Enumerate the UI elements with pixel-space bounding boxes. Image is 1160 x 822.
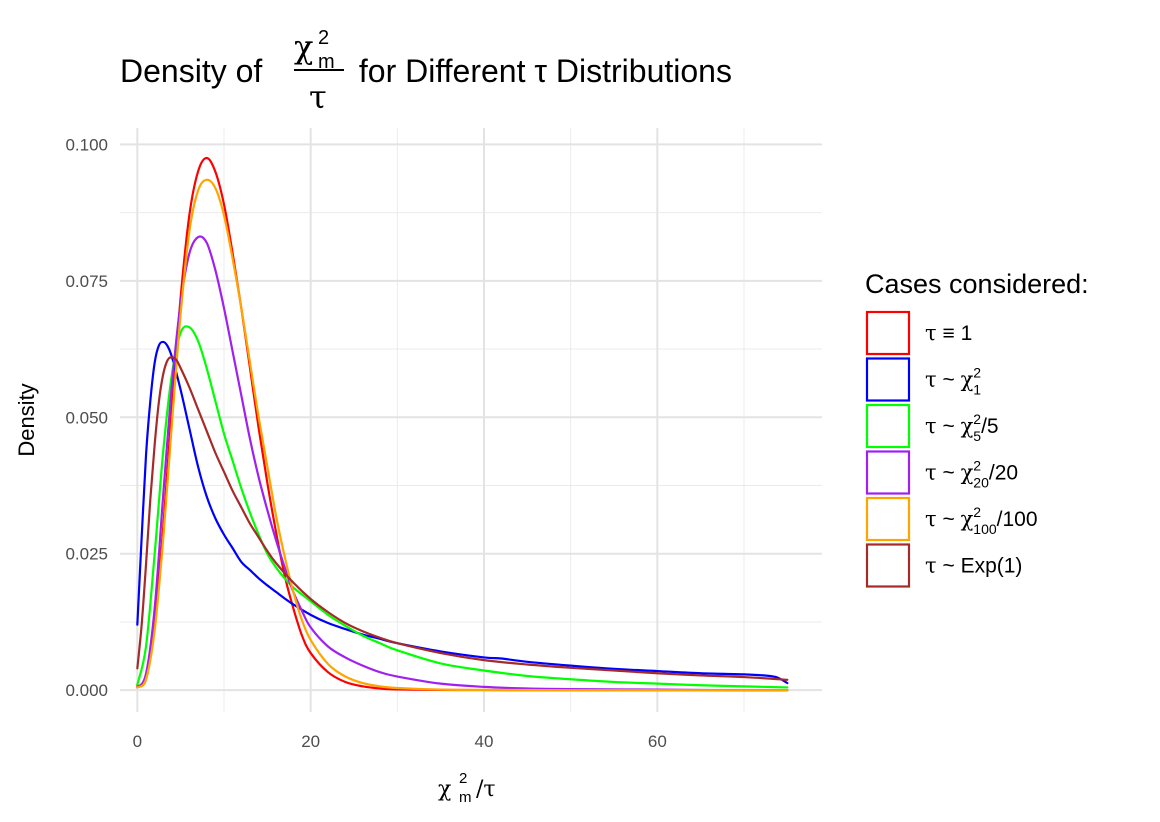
x-tick-label: 0 [133,732,142,751]
y-axis-title: Density [14,383,39,456]
x-tick-label: 40 [475,732,494,751]
title-suffix: for Different τ Distributions [350,53,732,89]
title-numerator: χ [294,28,313,66]
x-axis-title-sub: m [459,789,472,806]
density-line-4 [136,178,789,692]
legend-label: τ ≡ 1 [925,321,972,345]
x-tick-label: 60 [648,732,667,751]
title-numerator-sub: m [318,51,335,73]
legend-label: τ ~ χ2 1 [925,365,981,398]
legend-key [865,310,911,356]
density-line-2 [136,325,789,689]
title-denominator: τ [309,78,327,116]
x-axis-title-base: χ [438,777,451,802]
legend-label: τ ~ Exp(1) [925,554,1022,578]
legend-entry-1: τ ~ χ2 1 [865,357,981,402]
legend-entry-4: τ ~ χ2 100/100 [865,496,1038,542]
density-line-0 [136,156,789,692]
y-tick-labels: 0.000 0.025 0.050 0.075 0.100 [65,135,108,700]
legend-key [865,450,911,495]
title-prefix: Density of [120,53,271,89]
y-tick-label: 0.075 [65,272,108,291]
density-line-5 [136,356,789,681]
density-line-1 [136,340,789,685]
legend-entry-3: τ ~ χ2 20/20 [865,450,1018,495]
legend-entry-5: τ ~ Exp(1) [865,543,1022,588]
legend-key [865,357,911,402]
density-lines [136,156,789,692]
y-tick-label: 0.025 [65,545,108,564]
legend-key [865,543,911,588]
legend-title: Cases considered: [865,269,1089,299]
x-axis-title: χ 2 m /τ [438,770,496,806]
y-tick-label: 0.050 [65,408,108,427]
x-axis-title-sup: 2 [459,770,467,787]
legend-label: τ ~ χ2 5/5 [925,411,999,444]
legend: Cases considered: τ ≡ 1 τ ~ χ2 1 τ ~ χ2 5/5 τ… [865,269,1089,588]
legend-key [865,496,911,542]
x-axis-title-rest: /τ [476,777,496,802]
legend-label: τ ~ χ2 20/20 [925,458,1018,491]
title-numerator-sup: 2 [318,27,329,49]
x-tick-label: 20 [301,732,320,751]
legend-label: τ ~ χ2 100/100 [925,504,1038,537]
legend-entry-0: τ ≡ 1 [865,310,972,356]
legend-entry-2: τ ~ χ2 5/5 [865,403,999,449]
legend-key [865,403,911,449]
chart-title: Density of χ 2 m τ for Different τ Distr… [120,27,732,116]
x-tick-labels: 0 20 40 60 [133,732,667,751]
density-line-3 [136,235,789,692]
y-tick-label: 0.000 [65,681,108,700]
y-tick-label: 0.100 [65,135,108,154]
